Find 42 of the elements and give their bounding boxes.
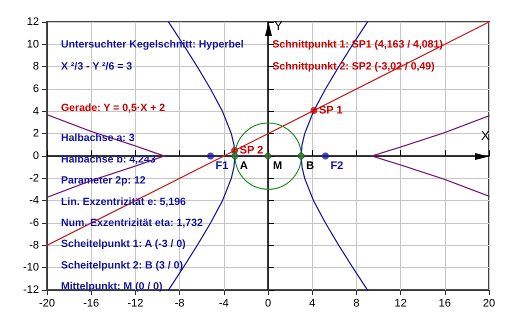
x-tick-label: 16	[438, 298, 451, 310]
y-tick-label: -4	[29, 194, 39, 207]
x-tick-label: -16	[83, 298, 100, 310]
annotation: F1	[216, 160, 228, 172]
y-tick-label: 6	[32, 83, 39, 95]
annotation: M	[273, 160, 282, 172]
annotation: Schnittpunkt 1: SP1 (4,163 / 4,081)	[272, 38, 443, 50]
y-axis-title: Y	[274, 18, 283, 33]
y-tick-label: 10	[26, 38, 39, 50]
annotation: F2	[330, 160, 344, 172]
y-tick-label: -12	[23, 284, 39, 296]
annotation: Halbachse a: 3	[61, 132, 135, 144]
annotation: X ²/3 - Y ²/6 = 3	[61, 60, 132, 73]
y-tick-label: -8	[29, 239, 39, 252]
y-tick-label: 2	[32, 128, 39, 140]
x-tick-label: 4	[309, 298, 316, 310]
y-tick-label: 0	[32, 150, 39, 162]
y-tick-label: 8	[32, 60, 39, 73]
annotation: SP 2	[240, 144, 264, 157]
x-tick-label: 8	[353, 298, 360, 310]
x-tick-label: -8	[174, 298, 184, 310]
annotation: SP 1	[318, 104, 343, 116]
y-tick-label: 12	[26, 16, 39, 28]
y-tick-label: -2	[29, 172, 39, 184]
annotation: B	[306, 160, 314, 172]
annotation: A	[240, 160, 248, 172]
annotation: Scheitelpunkt 2: B (3 / 0)	[61, 259, 183, 272]
x-tick-label: 20	[482, 298, 496, 310]
y-tick-label: 4	[32, 105, 39, 118]
x-tick-label: -4	[218, 298, 229, 310]
annotation: Halbachse b: 4,243	[61, 153, 156, 166]
x-tick-label: 12	[394, 298, 407, 310]
annotation: Gerade: Y = 0,5·X + 2	[61, 102, 166, 114]
x-tick-label: -20	[39, 298, 55, 310]
x-tick-label: 0	[264, 298, 272, 310]
y-tick-label: -6	[29, 217, 39, 229]
x-axis-title: X	[481, 128, 490, 143]
x-tick-label: -12	[127, 298, 144, 310]
annotation: Schnittpunkt 2: SP2 (-3,02 / 0,49)	[272, 60, 435, 73]
y-tick-label: -10	[23, 262, 39, 274]
annotation: Num. Exzentrizität eta: 1,732	[61, 217, 203, 229]
annotation: Scheitelpunkt 1: A (-3 / 0)	[61, 238, 186, 250]
